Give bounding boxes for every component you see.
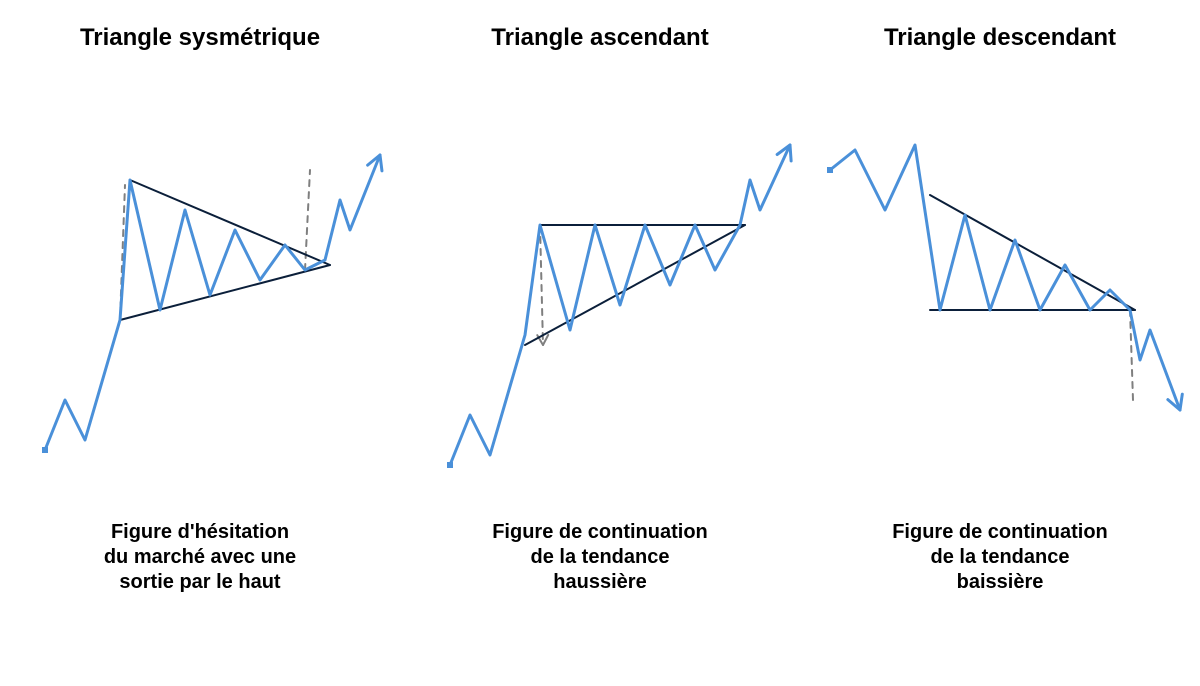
triangle-patterns-diagram: Triangle sysmétrique Figure d'hésitation… (0, 0, 1200, 686)
panel-descending: Triangle descendant Figure de continuati… (800, 0, 1200, 686)
caption-descending: Figure de continuation de la tendance ba… (800, 520, 1200, 595)
caption-symmetric: Figure d'hésitation du marché avec une s… (0, 520, 400, 595)
panel-ascending: Triangle ascendant Figure de continuatio… (400, 0, 800, 686)
caption-ascending: Figure de continuation de la tendance ha… (400, 520, 800, 595)
panel-symmetric: Triangle sysmétrique Figure d'hésitation… (0, 0, 400, 686)
